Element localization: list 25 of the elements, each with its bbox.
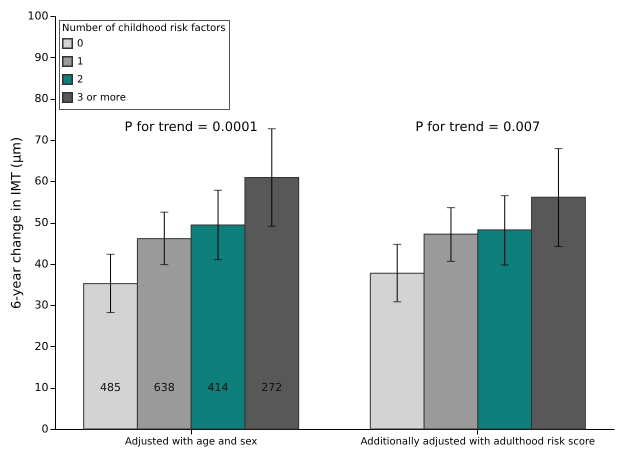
annotation: P for trend = 0.007: [415, 120, 540, 135]
legend-label: 1: [77, 56, 84, 68]
annotation: 638: [154, 381, 175, 394]
legend-label: 0: [77, 38, 84, 50]
legend-label: 3 or more: [77, 92, 126, 104]
x-tick-label: Adjusted with age and sex: [125, 436, 258, 448]
y-axis-title: 6-year change in IMT (μm): [10, 136, 25, 310]
annotation: 414: [208, 381, 229, 394]
legend-label: 2: [77, 74, 84, 86]
y-tick-label: 40: [34, 257, 48, 270]
y-tick-label: 50: [34, 216, 48, 229]
y-tick-label: 20: [34, 340, 48, 353]
annotation: 272: [261, 381, 282, 394]
y-tick-label: 80: [34, 92, 48, 106]
y-tick-label: 0: [42, 422, 48, 436]
annotation: 485: [100, 381, 122, 394]
legend-title: Number of childhood risk factors: [62, 23, 226, 34]
y-tick-label: 60: [34, 174, 48, 188]
annotation: P for trend = 0.0001: [124, 120, 258, 135]
x-tick-label: Additionally adjusted with adulthood risk score: [360, 436, 596, 448]
y-tick-label: 90: [34, 50, 48, 64]
y-tick-label: 30: [34, 298, 48, 312]
y-tick-label: 70: [34, 133, 48, 146]
y-tick-label: 10: [34, 381, 48, 394]
y-tick-label: 100: [28, 10, 48, 22]
